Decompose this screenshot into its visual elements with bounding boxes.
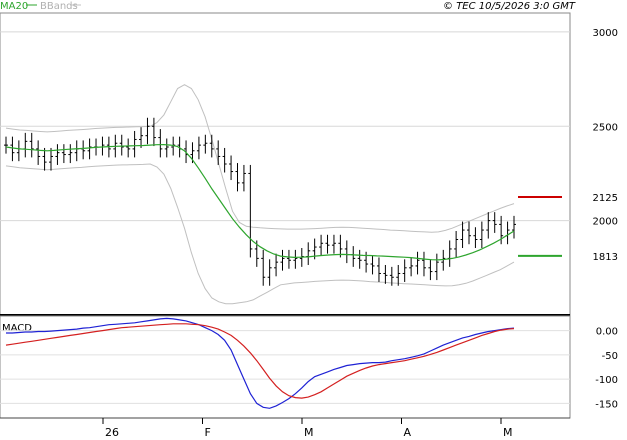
macd-tick-label: -150 [595,399,618,410]
level-marker-label: 2125 [593,193,618,204]
macd-lines [5,317,515,409]
copyright-notice: © TEC 10/5/2026 3:0 GMT [443,1,576,12]
ma20-legend-label: MA20 [0,1,28,12]
time-tick-label: M [304,426,314,439]
macd-panel-frame [0,315,571,419]
ma20-line-group [5,143,515,261]
macd-series-line [5,323,515,399]
price-tick-label: 2000 [593,217,618,228]
time-axis-labels: 26 F M A M [102,418,513,439]
macd-series-line [6,317,515,409]
price-tick-label: 2500 [593,122,618,133]
bbands-line [5,84,515,233]
macd-tick-label: -100 [595,375,618,386]
level-markers: 2125 1813 [518,193,618,263]
chart-header: MA20 BBands © TEC 10/5/2026 3:0 GMT [0,1,576,12]
macd-tick-label: -50 [602,351,618,362]
macd-axis-labels: 0.00 -50 -100 -150 [595,327,618,411]
ma20-line [5,143,515,261]
level-marker-label: 1813 [593,252,618,263]
macd-title: MACD [2,323,32,334]
price-axis-labels: 2000 2500 3000 [593,28,618,228]
bbands-legend-label: BBands [40,1,78,12]
bbands-line [5,163,515,305]
price-gridlines [0,31,570,222]
time-tick-label: M [503,426,513,439]
time-tick-label: F [205,426,211,439]
time-tick-label: 26 [105,426,119,439]
bollinger-bands [5,84,515,305]
macd-tick-label: 0.00 [596,327,618,338]
time-tick-label: A [404,426,412,439]
macd-gridlines [0,330,570,404]
price-tick-label: 3000 [593,28,618,39]
price-panel-frame [0,12,571,316]
